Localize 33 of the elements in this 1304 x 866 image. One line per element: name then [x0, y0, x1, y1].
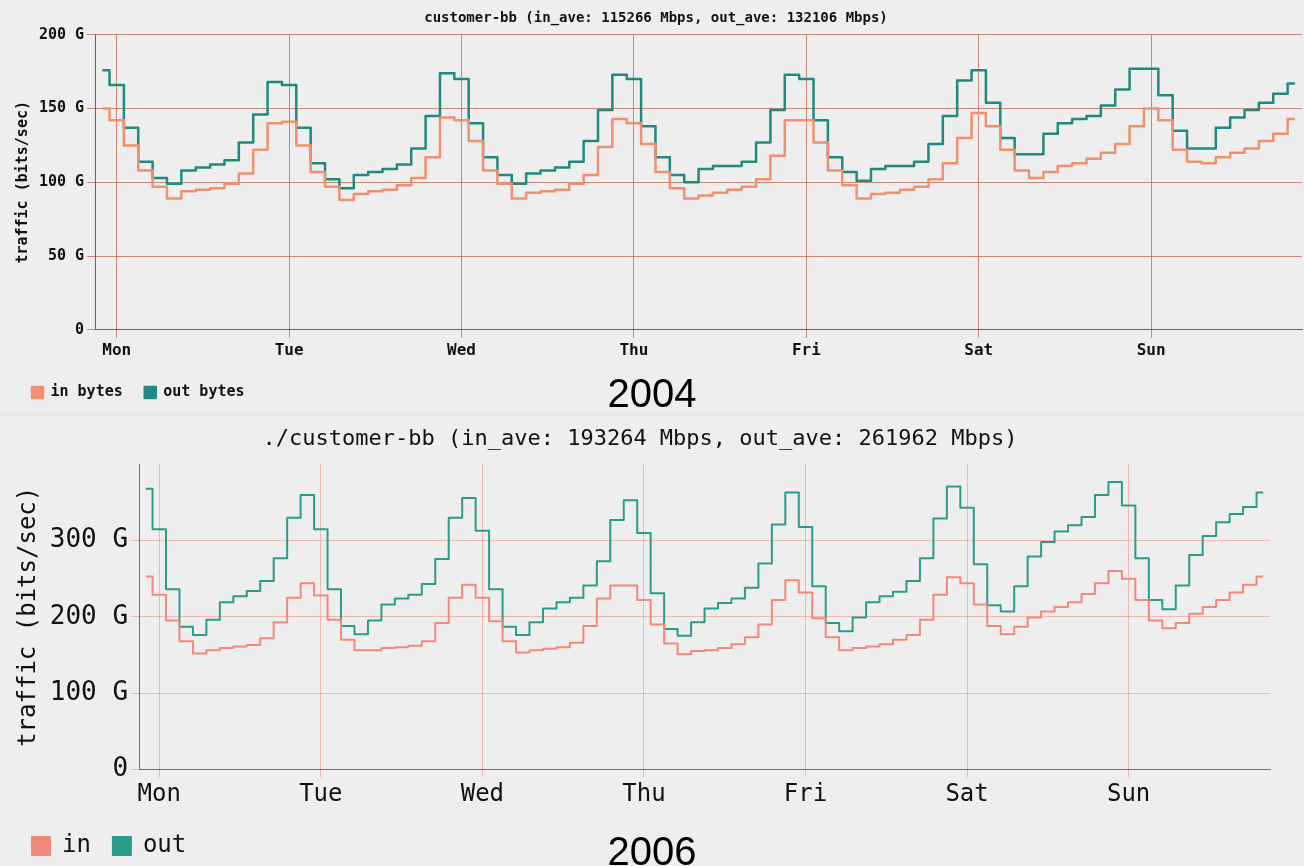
y-tick-label: 200 G: [39, 24, 85, 43]
x-tick-label: Sun: [1136, 339, 1166, 359]
x-tick-label: Fri: [783, 778, 828, 807]
y-tick-label: 300 G: [49, 523, 129, 554]
y-axis-title: traffic (bits/sec): [12, 486, 41, 747]
y-tick-label: 50 G: [48, 245, 85, 264]
x-tick-label: Thu: [619, 339, 649, 359]
x-tick-label: Tue: [274, 339, 304, 359]
y-tick-label: 100 G: [49, 675, 129, 706]
text: 2006: [607, 829, 697, 866]
legend-label: in bytes: [50, 382, 123, 401]
y-tick-label: 200 G: [49, 599, 129, 630]
x-tick-label: Thu: [622, 778, 666, 807]
y-tick-label: 150 G: [39, 98, 85, 117]
x-tick-label: Sat: [964, 339, 994, 359]
x-tick-label: Sun: [1106, 778, 1151, 807]
chart-title: ./customer-bb (in_ave: 193264 Mbps, out_ave: 261962 Mbps): [262, 424, 1018, 450]
y-tick-label: 100 G: [39, 172, 85, 191]
y-tick-label: 0: [112, 751, 129, 782]
y-tick-label: 0: [75, 319, 85, 338]
text: 2004: [607, 371, 697, 415]
legend-label: in: [62, 830, 91, 859]
x-tick-label: Mon: [102, 339, 132, 359]
x-tick-label: Wed: [447, 339, 476, 359]
x-tick-label: Wed: [460, 778, 505, 807]
x-tick-label: Fri: [791, 339, 822, 359]
legend-label: out bytes: [163, 382, 245, 401]
x-tick-label: Mon: [137, 778, 181, 807]
x-tick-label: Sat: [945, 778, 989, 807]
legend-label: out: [142, 830, 187, 859]
x-tick-label: Tue: [299, 778, 343, 807]
y-axis-title: traffic (bits/sec): [12, 101, 31, 264]
chart-title: customer-bb (in_ave: 115266 Mbps, out_ave: 132106 Mbps): [424, 9, 888, 27]
